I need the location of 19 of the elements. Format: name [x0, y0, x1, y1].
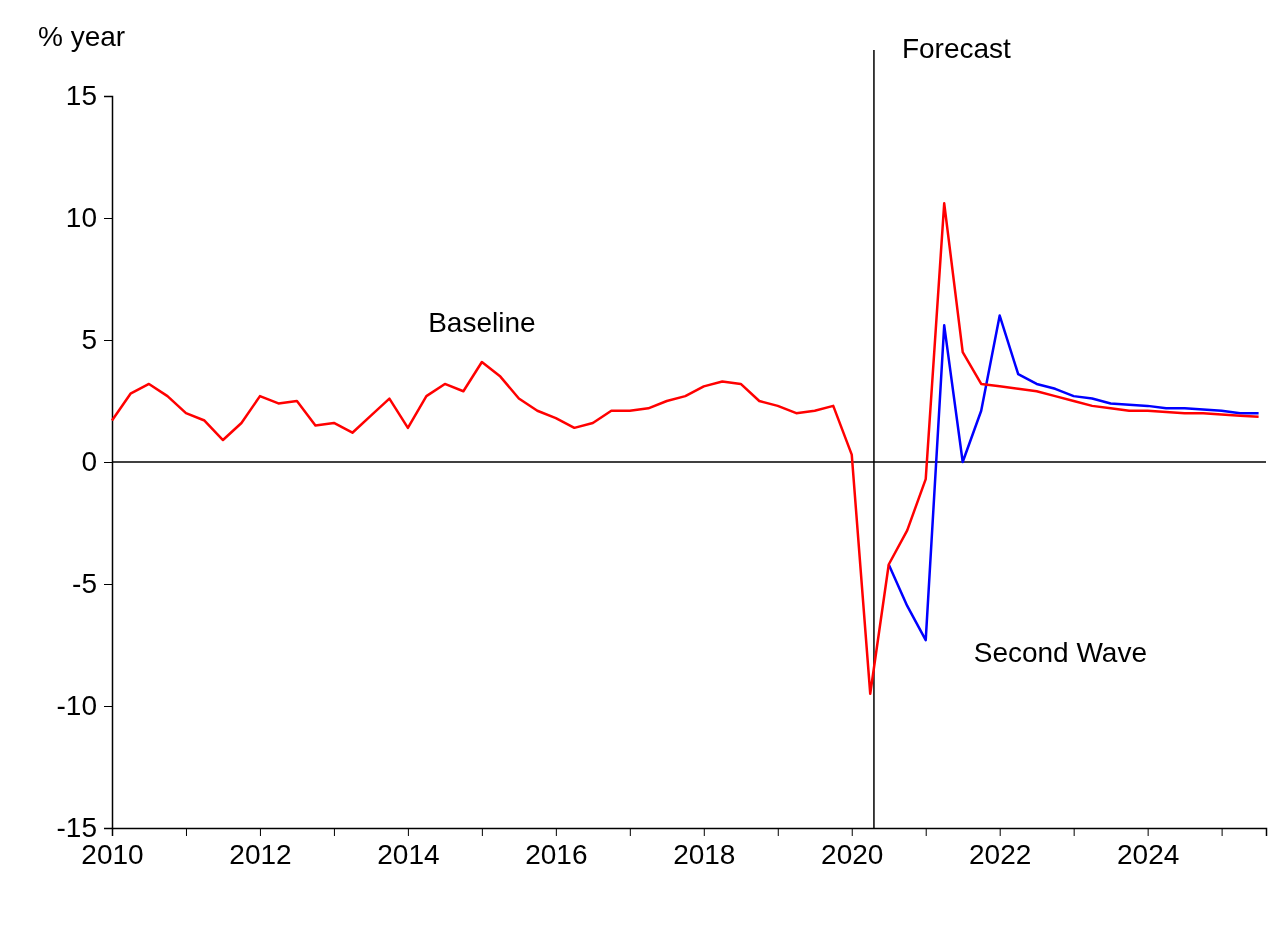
x-tick-label: 2014 [377, 839, 440, 871]
x-tick-label: 2020 [821, 839, 884, 871]
y-tick-label: 0 [81, 446, 97, 478]
x-tick-label: 2012 [229, 839, 292, 871]
series-label: Second Wave [973, 637, 1147, 669]
y-tick-label: 10 [65, 202, 97, 234]
y-tick-label: -5 [72, 568, 97, 600]
y-tick-label: 15 [65, 80, 97, 112]
x-tick-label: 2022 [969, 839, 1032, 871]
y-tick-label: 5 [81, 324, 97, 356]
x-tick-label: 2024 [1116, 839, 1180, 871]
x-tick-label: 2016 [525, 839, 588, 871]
y-tick-label: -10 [56, 690, 97, 722]
x-tick-label: 2018 [673, 839, 736, 871]
y-axis-title: % year [38, 21, 126, 52]
line-series [887, 314, 1260, 642]
series-label: Baseline [428, 306, 536, 338]
line-series [110, 202, 1260, 696]
ref-line-label: Forecast [901, 33, 1012, 64]
